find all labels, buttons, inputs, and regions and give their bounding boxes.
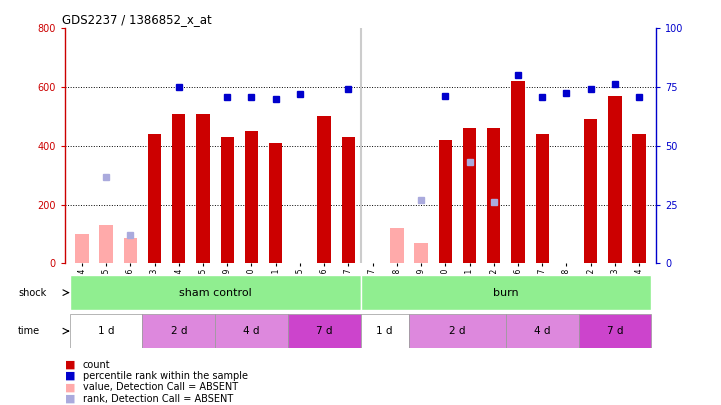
- Bar: [511, 81, 525, 263]
- Text: 2 d: 2 d: [171, 326, 187, 336]
- Text: 2 d: 2 d: [449, 326, 466, 336]
- Text: time: time: [18, 326, 40, 336]
- Text: 1 d: 1 d: [98, 326, 115, 336]
- Bar: [317, 117, 331, 263]
- Bar: [409, 314, 506, 348]
- Text: shock: shock: [18, 288, 46, 298]
- Text: count: count: [83, 360, 110, 369]
- Bar: [609, 96, 622, 263]
- Text: burn: burn: [493, 288, 518, 298]
- Text: 4 d: 4 d: [243, 326, 260, 336]
- Text: value, Detection Call = ABSENT: value, Detection Call = ABSENT: [83, 382, 238, 392]
- Bar: [578, 314, 651, 348]
- Text: 7 d: 7 d: [316, 326, 332, 336]
- Bar: [215, 314, 288, 348]
- Bar: [390, 228, 404, 263]
- Text: ■: ■: [65, 382, 76, 392]
- Bar: [360, 314, 409, 348]
- Text: sham control: sham control: [179, 288, 252, 298]
- Bar: [196, 113, 210, 263]
- Bar: [245, 131, 258, 263]
- Bar: [99, 225, 112, 263]
- Bar: [584, 119, 598, 263]
- Bar: [172, 113, 185, 263]
- Text: percentile rank within the sample: percentile rank within the sample: [83, 371, 248, 381]
- Bar: [221, 137, 234, 263]
- Bar: [148, 134, 162, 263]
- Text: rank, Detection Call = ABSENT: rank, Detection Call = ABSENT: [83, 394, 233, 403]
- Bar: [487, 128, 500, 263]
- Bar: [342, 137, 355, 263]
- Bar: [70, 275, 361, 310]
- Bar: [360, 275, 651, 310]
- Text: ■: ■: [65, 360, 76, 369]
- Text: 4 d: 4 d: [534, 326, 550, 336]
- Text: GDS2237 / 1386852_x_at: GDS2237 / 1386852_x_at: [62, 13, 212, 26]
- Bar: [75, 234, 89, 263]
- Bar: [463, 128, 476, 263]
- Text: ■: ■: [65, 371, 76, 381]
- Bar: [632, 134, 646, 263]
- Bar: [415, 243, 428, 263]
- Bar: [506, 314, 578, 348]
- Text: ■: ■: [65, 394, 76, 403]
- Bar: [438, 140, 452, 263]
- Bar: [536, 134, 549, 263]
- Bar: [123, 238, 137, 263]
- Text: 1 d: 1 d: [376, 326, 393, 336]
- Bar: [269, 143, 283, 263]
- Bar: [288, 314, 360, 348]
- Bar: [70, 314, 143, 348]
- Text: 7 d: 7 d: [606, 326, 623, 336]
- Bar: [143, 314, 215, 348]
